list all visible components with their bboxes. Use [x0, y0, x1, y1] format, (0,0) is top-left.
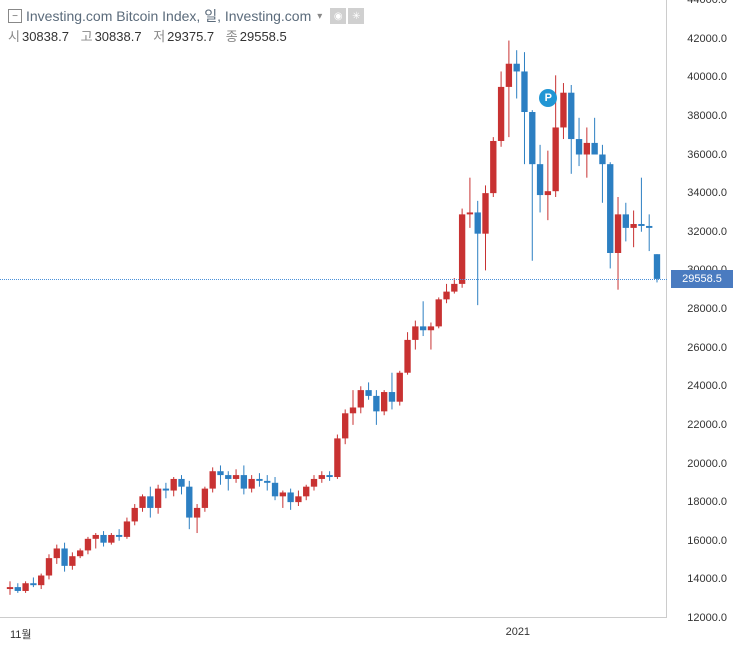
- ohlc-readout: 시30838.7 고30838.7 저29375.7 종29558.5: [8, 26, 295, 45]
- y-tick: 36000.0: [687, 149, 727, 161]
- collapse-icon[interactable]: −: [8, 9, 22, 23]
- open-value: 30838.7: [22, 29, 69, 44]
- high-value: 30838.7: [95, 29, 142, 44]
- y-tick: 26000.0: [687, 342, 727, 354]
- y-tick: 32000.0: [687, 226, 727, 238]
- y-tick: 24000.0: [687, 380, 727, 392]
- last-price-label: 29558.5: [671, 270, 733, 288]
- chart-container: − Investing.com Bitcoin Index, 일, Invest…: [0, 0, 733, 649]
- y-tick: 38000.0: [687, 110, 727, 122]
- y-tick: 16000.0: [687, 535, 727, 547]
- gear-icon[interactable]: ✳: [348, 8, 364, 24]
- low-value: 29375.7: [167, 29, 214, 44]
- low-label: 저: [153, 29, 165, 44]
- chevron-down-icon[interactable]: ▾: [317, 11, 322, 22]
- y-tick: 28000.0: [687, 303, 727, 315]
- y-tick: 18000.0: [687, 496, 727, 508]
- y-tick: 20000.0: [687, 458, 727, 470]
- last-price-line: [0, 279, 667, 280]
- y-axis: 29558.5 12000.014000.016000.018000.02000…: [667, 0, 733, 618]
- high-label: 고: [81, 29, 93, 44]
- x-tick: 11월: [10, 626, 32, 642]
- y-tick: 40000.0: [687, 71, 727, 83]
- y-tick: 34000.0: [687, 187, 727, 199]
- close-value: 29558.5: [240, 29, 287, 44]
- visibility-icon[interactable]: ◉: [330, 8, 346, 24]
- x-axis: 11월 2021: [0, 618, 667, 649]
- y-tick: 44000.0: [687, 0, 727, 6]
- chart-plot-area[interactable]: P: [0, 0, 667, 618]
- x-tick: 2021: [506, 626, 530, 638]
- y-tick: 14000.0: [687, 573, 727, 585]
- close-label: 종: [226, 29, 238, 44]
- y-tick: 12000.0: [687, 612, 727, 624]
- chart-header: − Investing.com Bitcoin Index, 일, Invest…: [8, 6, 364, 26]
- open-label: 시: [8, 29, 20, 44]
- candlestick-svg: [0, 0, 667, 618]
- y-tick: 22000.0: [687, 419, 727, 431]
- chart-title: Investing.com Bitcoin Index, 일, Investin…: [26, 6, 311, 26]
- y-tick: 42000.0: [687, 33, 727, 45]
